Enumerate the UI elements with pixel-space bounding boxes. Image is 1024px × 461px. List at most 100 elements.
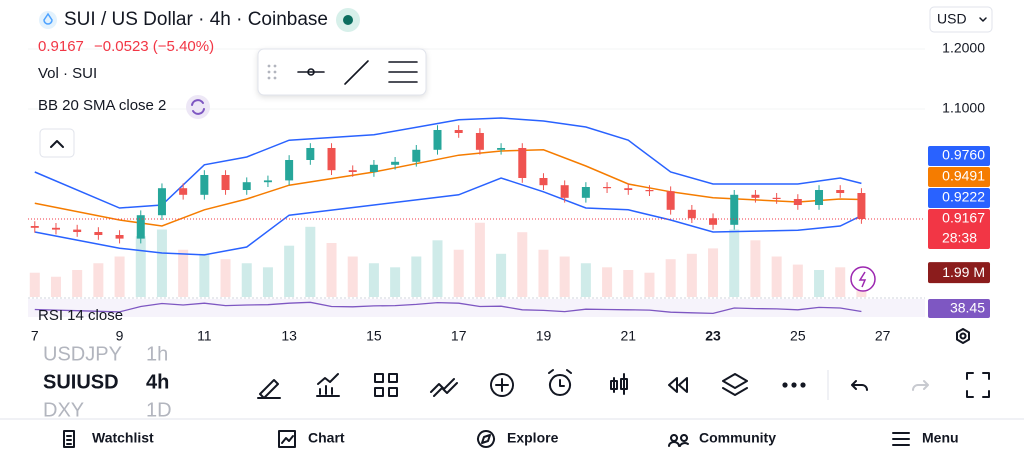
objects-tool[interactable] xyxy=(722,373,748,396)
candle-body xyxy=(751,194,760,198)
x-tick-label: 21 xyxy=(620,328,636,344)
replay-tool[interactable] xyxy=(668,377,688,393)
candle-body xyxy=(285,159,294,181)
refresh-icon xyxy=(191,99,205,115)
chart-type-tool[interactable] xyxy=(610,373,628,395)
volume-bar xyxy=(262,267,273,297)
volume-bar xyxy=(50,276,61,297)
candle-body xyxy=(200,175,209,195)
nav-icon[interactable] xyxy=(278,430,296,448)
candle-body xyxy=(624,188,633,191)
currency-select[interactable] xyxy=(929,6,993,33)
add-tool[interactable] xyxy=(490,373,514,397)
compare-tool[interactable] xyxy=(430,378,458,397)
alert-tool[interactable] xyxy=(548,369,572,396)
undo-tool[interactable] xyxy=(851,380,868,391)
nav-icon[interactable] xyxy=(668,434,689,447)
horizontal-line-tool[interactable] xyxy=(297,68,325,76)
candle-body xyxy=(518,147,527,179)
volume-bar xyxy=(750,240,761,297)
price-change: −0.0523 (−5.40%) xyxy=(94,38,214,55)
volume-bar xyxy=(93,263,104,297)
currency-caret xyxy=(979,17,987,22)
volume-bar xyxy=(580,263,591,297)
watchlist-interval[interactable]: 4h xyxy=(146,371,169,393)
price-label: 0.9167 xyxy=(942,210,985,226)
volume-indicator[interactable]: Vol · SUI xyxy=(38,65,97,82)
rsi-line xyxy=(34,301,862,315)
candle-body xyxy=(730,194,739,225)
volume-bar xyxy=(686,253,697,297)
price-label-box xyxy=(928,187,990,208)
fib-tool[interactable] xyxy=(388,61,418,83)
candle-body xyxy=(581,187,590,198)
bb-upper xyxy=(34,117,862,209)
watchlist-symbol[interactable]: DXY xyxy=(43,399,84,421)
collapse-button[interactable] xyxy=(39,128,75,158)
nav-icon[interactable] xyxy=(892,432,910,446)
nav-label[interactable]: Watchlist xyxy=(92,430,154,446)
volume-bar xyxy=(708,248,719,297)
candle-body xyxy=(412,149,421,162)
candle-body xyxy=(179,188,188,195)
candle-body xyxy=(560,185,569,198)
bb-indicator[interactable]: BB 20 SMA close 2 xyxy=(38,97,166,114)
volume-bar xyxy=(496,253,507,297)
volume-label-box xyxy=(928,262,990,284)
candle-body xyxy=(687,209,696,219)
nav-label[interactable]: Explore xyxy=(507,430,559,446)
indicator-refresh[interactable] xyxy=(186,95,210,119)
volume-bar xyxy=(792,264,803,297)
x-tick-label: 7 xyxy=(31,328,39,344)
rsi-pane xyxy=(28,299,925,317)
candle-body xyxy=(94,232,103,236)
volume-bar xyxy=(199,253,210,297)
volume-bar xyxy=(178,249,189,297)
candle-body xyxy=(475,132,484,150)
price-label-box xyxy=(928,145,990,166)
layout-tool[interactable] xyxy=(374,373,398,397)
volume-bar xyxy=(284,245,295,297)
price-label: 0.9491 xyxy=(942,168,985,184)
nav-label[interactable]: Chart xyxy=(308,430,345,446)
volume-bar xyxy=(644,272,655,297)
volume-bar xyxy=(538,249,549,297)
drag-handle[interactable] xyxy=(267,64,277,80)
lightning-button[interactable] xyxy=(850,266,876,292)
tool-icons xyxy=(257,369,990,400)
nav-icon[interactable] xyxy=(477,430,495,448)
fullscreen-tool[interactable] xyxy=(966,372,990,398)
price-label-box xyxy=(928,208,990,249)
candle-body xyxy=(51,227,60,230)
volume-bar xyxy=(241,263,252,297)
x-tick-label: 27 xyxy=(875,328,891,344)
indicators-tool[interactable] xyxy=(316,373,340,397)
volume-bar xyxy=(368,263,379,297)
watchlist-symbol[interactable]: SUIUSD xyxy=(43,371,119,393)
nav-icon[interactable] xyxy=(63,430,75,448)
watchlist-interval[interactable]: 1D xyxy=(146,399,172,421)
watchlist-interval[interactable]: 1h xyxy=(146,343,168,365)
trend-line-tool[interactable] xyxy=(344,60,369,85)
y-tick-label: 1.2000 xyxy=(942,40,985,56)
volume-bar xyxy=(559,256,570,297)
volume-bar xyxy=(835,267,846,297)
candle-body xyxy=(306,147,315,160)
watchlist-symbol[interactable]: USDJPY xyxy=(43,343,122,365)
settings-icon[interactable] xyxy=(956,328,970,344)
draw-tool[interactable] xyxy=(257,379,281,399)
x-tick-label: 15 xyxy=(366,328,382,344)
nav-label[interactable]: Menu xyxy=(922,430,959,446)
volume-bar xyxy=(390,267,401,297)
candle-body xyxy=(793,199,802,206)
more-tool[interactable] xyxy=(782,382,806,388)
bb-lower xyxy=(34,177,862,256)
nav-label[interactable]: Community xyxy=(699,430,776,446)
y-tick-label: 1.1000 xyxy=(942,100,985,116)
drawing-toolbar xyxy=(257,48,427,96)
candle-body xyxy=(497,147,506,150)
candle-body xyxy=(433,129,442,150)
volume-bar xyxy=(729,229,740,297)
redo-tool[interactable] xyxy=(912,380,929,391)
